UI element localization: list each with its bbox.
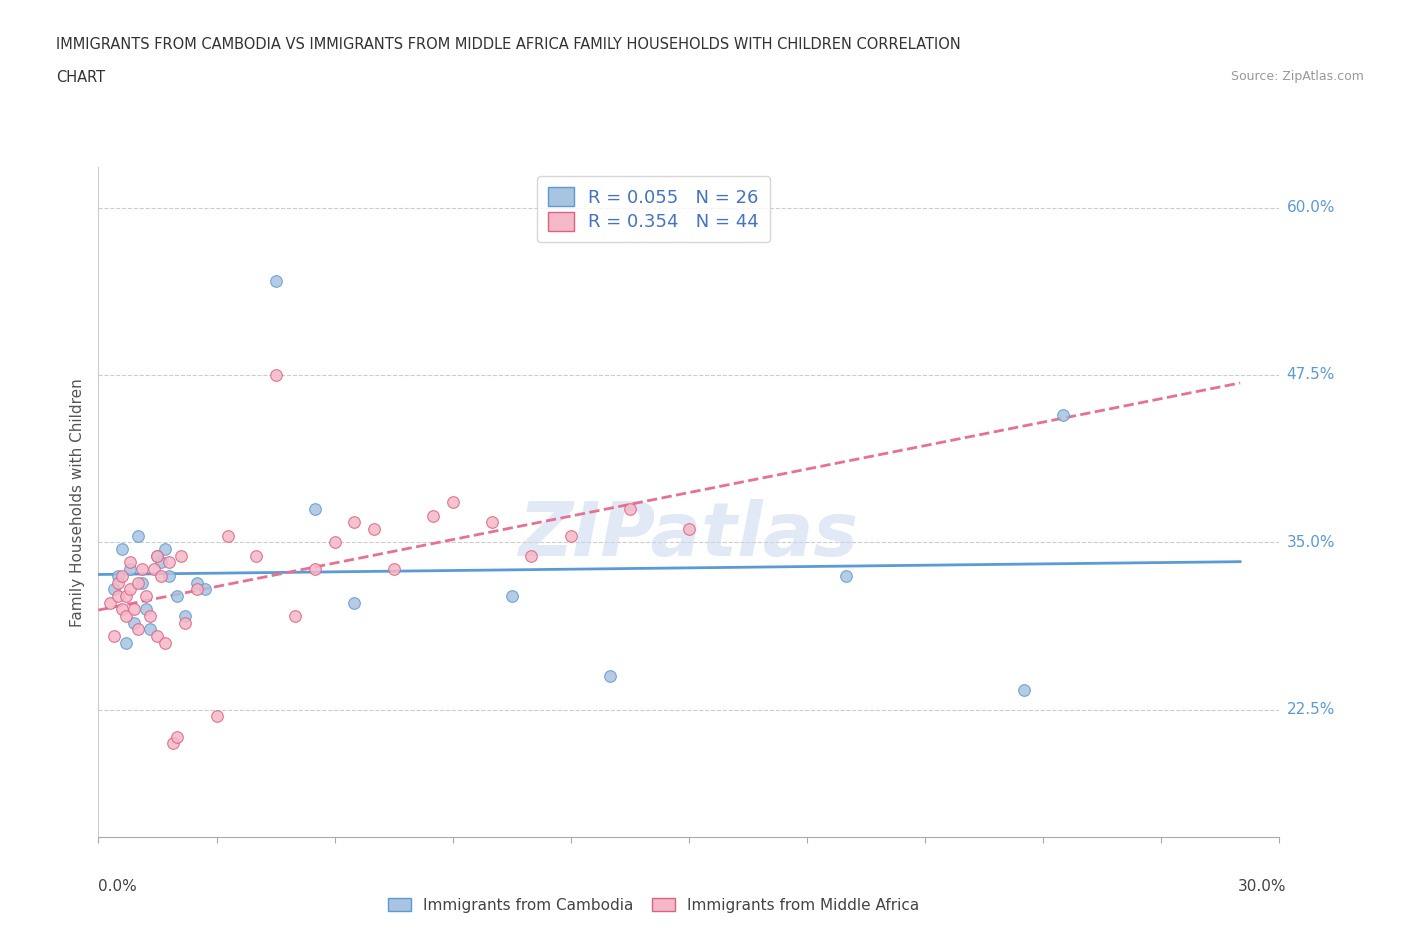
Text: Source: ZipAtlas.com: Source: ZipAtlas.com bbox=[1230, 70, 1364, 83]
Point bbox=[205, 709, 228, 724]
Point bbox=[481, 515, 503, 530]
Point bbox=[501, 589, 523, 604]
Point bbox=[343, 515, 366, 530]
Point bbox=[107, 589, 129, 604]
Point bbox=[245, 549, 267, 564]
Point bbox=[146, 549, 169, 564]
Y-axis label: Family Households with Children: Family Households with Children bbox=[70, 378, 86, 627]
Point bbox=[678, 522, 700, 537]
Text: 0.0%: 0.0% bbox=[98, 879, 138, 894]
Point bbox=[131, 575, 153, 590]
Point bbox=[174, 608, 197, 623]
Point bbox=[122, 616, 145, 631]
Point bbox=[217, 528, 239, 543]
Point bbox=[363, 522, 385, 537]
Point bbox=[619, 501, 641, 516]
Text: 30.0%: 30.0% bbox=[1239, 879, 1286, 894]
Point bbox=[835, 568, 858, 583]
Point bbox=[304, 501, 326, 516]
Point bbox=[157, 555, 180, 570]
Text: IMMIGRANTS FROM CAMBODIA VS IMMIGRANTS FROM MIDDLE AFRICA FAMILY HOUSEHOLDS WITH: IMMIGRANTS FROM CAMBODIA VS IMMIGRANTS F… bbox=[56, 37, 960, 52]
Point bbox=[155, 635, 177, 650]
Point bbox=[111, 568, 134, 583]
Point bbox=[166, 589, 188, 604]
Point bbox=[127, 528, 149, 543]
Point bbox=[135, 602, 157, 617]
Text: 60.0%: 60.0% bbox=[1286, 200, 1334, 215]
Point bbox=[157, 568, 180, 583]
Point bbox=[599, 669, 621, 684]
Point bbox=[127, 575, 149, 590]
Point bbox=[142, 562, 165, 577]
Point bbox=[135, 589, 157, 604]
Point bbox=[111, 541, 134, 556]
Point bbox=[382, 562, 405, 577]
Point bbox=[115, 589, 138, 604]
Point bbox=[150, 555, 173, 570]
Text: ZIPatlas: ZIPatlas bbox=[519, 499, 859, 572]
Point bbox=[264, 273, 287, 288]
Point bbox=[138, 608, 160, 623]
Text: 35.0%: 35.0% bbox=[1286, 535, 1334, 550]
Legend: Immigrants from Cambodia, Immigrants from Middle Africa: Immigrants from Cambodia, Immigrants fro… bbox=[382, 892, 925, 919]
Point bbox=[1052, 407, 1074, 422]
Point bbox=[107, 575, 129, 590]
Point bbox=[441, 495, 464, 510]
Point bbox=[162, 736, 184, 751]
Point bbox=[118, 562, 141, 577]
Point bbox=[115, 635, 138, 650]
Point bbox=[186, 582, 208, 597]
Point bbox=[131, 562, 153, 577]
Point bbox=[118, 582, 141, 597]
Point bbox=[146, 629, 169, 644]
Point bbox=[150, 568, 173, 583]
Point bbox=[422, 508, 444, 523]
Point bbox=[115, 608, 138, 623]
Text: 22.5%: 22.5% bbox=[1286, 702, 1334, 717]
Point bbox=[264, 367, 287, 382]
Point bbox=[194, 582, 217, 597]
Point bbox=[98, 595, 121, 610]
Point bbox=[146, 549, 169, 564]
Point bbox=[122, 602, 145, 617]
Point bbox=[103, 629, 125, 644]
Point bbox=[111, 602, 134, 617]
Point bbox=[174, 616, 197, 631]
Point bbox=[520, 549, 543, 564]
Point bbox=[284, 608, 307, 623]
Point bbox=[560, 528, 582, 543]
Point bbox=[155, 541, 177, 556]
Point bbox=[186, 575, 208, 590]
Point bbox=[118, 555, 141, 570]
Text: 47.5%: 47.5% bbox=[1286, 367, 1334, 382]
Point bbox=[127, 622, 149, 637]
Point bbox=[304, 562, 326, 577]
Point bbox=[107, 568, 129, 583]
Point bbox=[343, 595, 366, 610]
Point bbox=[138, 622, 160, 637]
Point bbox=[166, 729, 188, 744]
Point bbox=[103, 582, 125, 597]
Point bbox=[323, 535, 346, 550]
Point bbox=[1012, 683, 1035, 698]
Point bbox=[170, 549, 193, 564]
Text: CHART: CHART bbox=[56, 70, 105, 85]
